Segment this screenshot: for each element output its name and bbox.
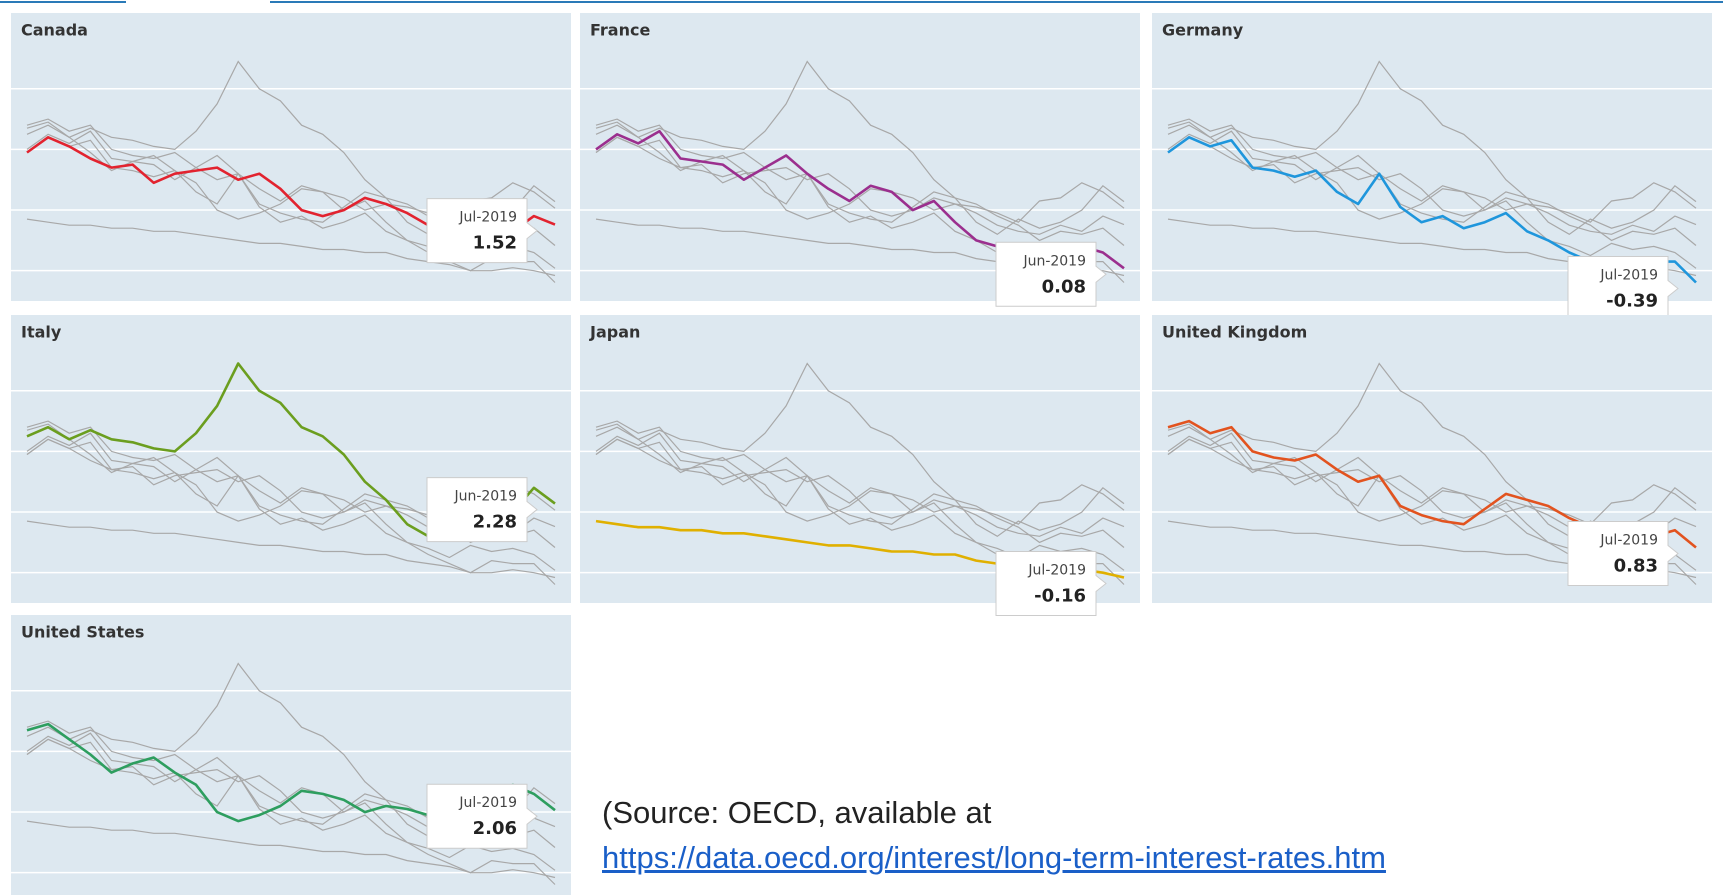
panel-title: United Kingdom	[1162, 323, 1307, 342]
panel-title: United States	[21, 623, 144, 642]
context-line	[26, 820, 556, 879]
panel-title: France	[590, 21, 650, 40]
tooltip-box	[426, 477, 538, 543]
panel: United Kingdom Jul-2019 0.83	[1152, 315, 1712, 603]
panel-title: Canada	[21, 21, 88, 40]
tooltip-box	[995, 551, 1107, 617]
context-line	[595, 423, 1125, 525]
tooltip-date: Jul-2019	[1027, 563, 1086, 579]
tooltip-date: Jul-2019	[1599, 268, 1658, 284]
tooltip-box	[426, 783, 538, 849]
context-line	[595, 362, 1125, 538]
tooltip-value: 2.28	[473, 512, 517, 533]
tooltip-date: Jul-2019	[458, 795, 517, 811]
context-line	[26, 520, 556, 579]
context-line	[26, 432, 556, 571]
tooltip-date: Jun-2019	[1022, 253, 1086, 269]
panel: Canada Jul-2019 1.52	[11, 13, 571, 301]
panel-title: Japan	[589, 323, 640, 342]
context-line	[595, 136, 1125, 235]
panel: Japan Jul-2019 -0.16	[580, 315, 1140, 617]
tooltip-value: 0.08	[1042, 276, 1086, 297]
context-line	[26, 218, 556, 277]
panel-title: Germany	[1162, 21, 1244, 40]
panel: United States Jul-2019 2.06	[11, 615, 571, 895]
tooltip-box	[426, 198, 538, 264]
source-link[interactable]: https://data.oecd.org/interest/long-term…	[602, 840, 1386, 875]
panel: France Jun-2019 0.08	[580, 13, 1140, 307]
tooltip-date: Jul-2019	[1599, 533, 1658, 549]
tooltip-value: 2.06	[473, 818, 517, 839]
panel-bg	[11, 315, 571, 603]
context-line	[1167, 60, 1697, 236]
panel: Germany Jul-2019 -0.39	[1152, 13, 1712, 322]
context-line	[595, 118, 1125, 246]
context-line	[595, 432, 1125, 571]
panel: Italy Jun-2019 2.28	[11, 315, 571, 603]
panel-bg	[11, 615, 571, 895]
tooltip-value: -0.16	[1034, 586, 1086, 607]
tooltip-value: -0.39	[1606, 291, 1658, 312]
context-line	[1167, 423, 1697, 525]
context-line	[1167, 118, 1697, 246]
context-line	[595, 420, 1125, 548]
tooltip-value: 1.52	[473, 233, 517, 254]
panel-title: Italy	[21, 323, 62, 342]
context-line	[595, 438, 1125, 537]
tooltip-date: Jul-2019	[458, 210, 517, 226]
tooltip-box	[995, 241, 1107, 307]
context-line	[595, 60, 1125, 236]
context-line	[1167, 130, 1697, 269]
tooltip-box	[1567, 521, 1679, 587]
context-line	[595, 121, 1125, 223]
tooltip-date: Jun-2019	[453, 489, 517, 505]
source-note: (Source: OECD, available at	[602, 795, 992, 830]
tooltip-value: 0.83	[1614, 556, 1658, 577]
